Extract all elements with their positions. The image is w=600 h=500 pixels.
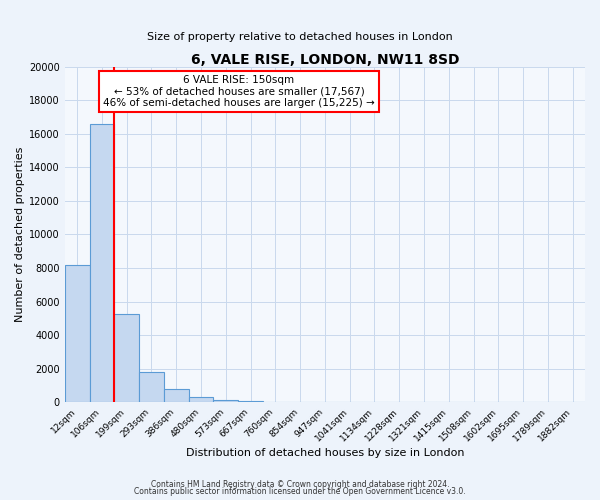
Bar xyxy=(238,400,263,402)
Bar xyxy=(188,398,214,402)
X-axis label: Distribution of detached houses by size in London: Distribution of detached houses by size … xyxy=(185,448,464,458)
Text: Size of property relative to detached houses in London: Size of property relative to detached ho… xyxy=(147,32,453,42)
Bar xyxy=(139,372,164,402)
Bar xyxy=(65,264,89,402)
Bar xyxy=(89,124,115,402)
Text: Contains public sector information licensed under the Open Government Licence v3: Contains public sector information licen… xyxy=(134,487,466,496)
Bar xyxy=(115,314,139,402)
Title: 6, VALE RISE, LONDON, NW11 8SD: 6, VALE RISE, LONDON, NW11 8SD xyxy=(191,52,459,66)
Text: 6 VALE RISE: 150sqm
← 53% of detached houses are smaller (17,567)
46% of semi-de: 6 VALE RISE: 150sqm ← 53% of detached ho… xyxy=(103,75,375,108)
Y-axis label: Number of detached properties: Number of detached properties xyxy=(15,146,25,322)
Bar xyxy=(164,389,188,402)
Text: Contains HM Land Registry data © Crown copyright and database right 2024.: Contains HM Land Registry data © Crown c… xyxy=(151,480,449,489)
Bar xyxy=(214,400,238,402)
